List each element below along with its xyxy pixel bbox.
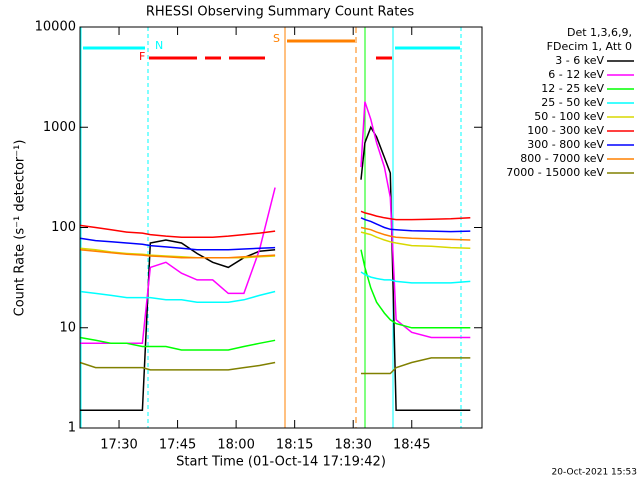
x-tick-label: 18:45: [393, 438, 430, 453]
state-markers: [80, 27, 462, 428]
y-tick-label: 100: [51, 220, 76, 235]
series-line: [79, 271, 471, 303]
series-line: [79, 217, 471, 251]
footer: 20-Oct-2021 15:53: [552, 468, 637, 478]
series-line: [79, 357, 471, 375]
legend-label: 800 - 7000 keV: [520, 152, 604, 165]
legend-label: 3 - 6 keV: [555, 54, 604, 67]
legend-label: 25 - 50 keV: [541, 96, 604, 109]
series-line: [80, 125, 471, 412]
chart-title: RHESSI Observing Summary Count Rates: [146, 5, 415, 20]
series-line: [79, 249, 471, 351]
legend-label: 100 - 300 keV: [527, 124, 604, 137]
y-tick-label: 1: [68, 421, 76, 436]
annotation: N: [155, 39, 163, 52]
legend-header: Det 1,3,6,9,: [567, 26, 632, 39]
x-axis-label: Start Time (01-Oct-14 17:19:42): [176, 455, 386, 470]
annotation: S: [273, 32, 280, 45]
legend-label: 6 - 12 keV: [548, 68, 604, 81]
series-line: [79, 226, 471, 259]
y-tick-label: 1000: [43, 120, 76, 135]
x-tick-label: 17:30: [100, 438, 137, 453]
legend-header: FDecim 1, Att 0: [547, 40, 632, 53]
legend-label: 12 - 25 keV: [541, 82, 604, 95]
y-tick-label: 10: [59, 320, 76, 335]
y-tick-label: 10000: [35, 20, 76, 35]
y-axis-label: Count Rate (s⁻¹ detector⁻¹): [13, 140, 28, 317]
annotation: F: [139, 50, 145, 63]
x-tick-label: 17:45: [159, 438, 196, 453]
legend-label: 50 - 100 keV: [534, 110, 604, 123]
x-tick-label: 18:15: [276, 438, 313, 453]
legend-label: 7000 - 15000 keV: [506, 166, 604, 179]
x-tick-label: 18:30: [334, 438, 371, 453]
legend-label: 300 - 800 keV: [527, 138, 604, 151]
x-tick-label: 18:00: [217, 438, 254, 453]
series-line: [79, 210, 471, 238]
